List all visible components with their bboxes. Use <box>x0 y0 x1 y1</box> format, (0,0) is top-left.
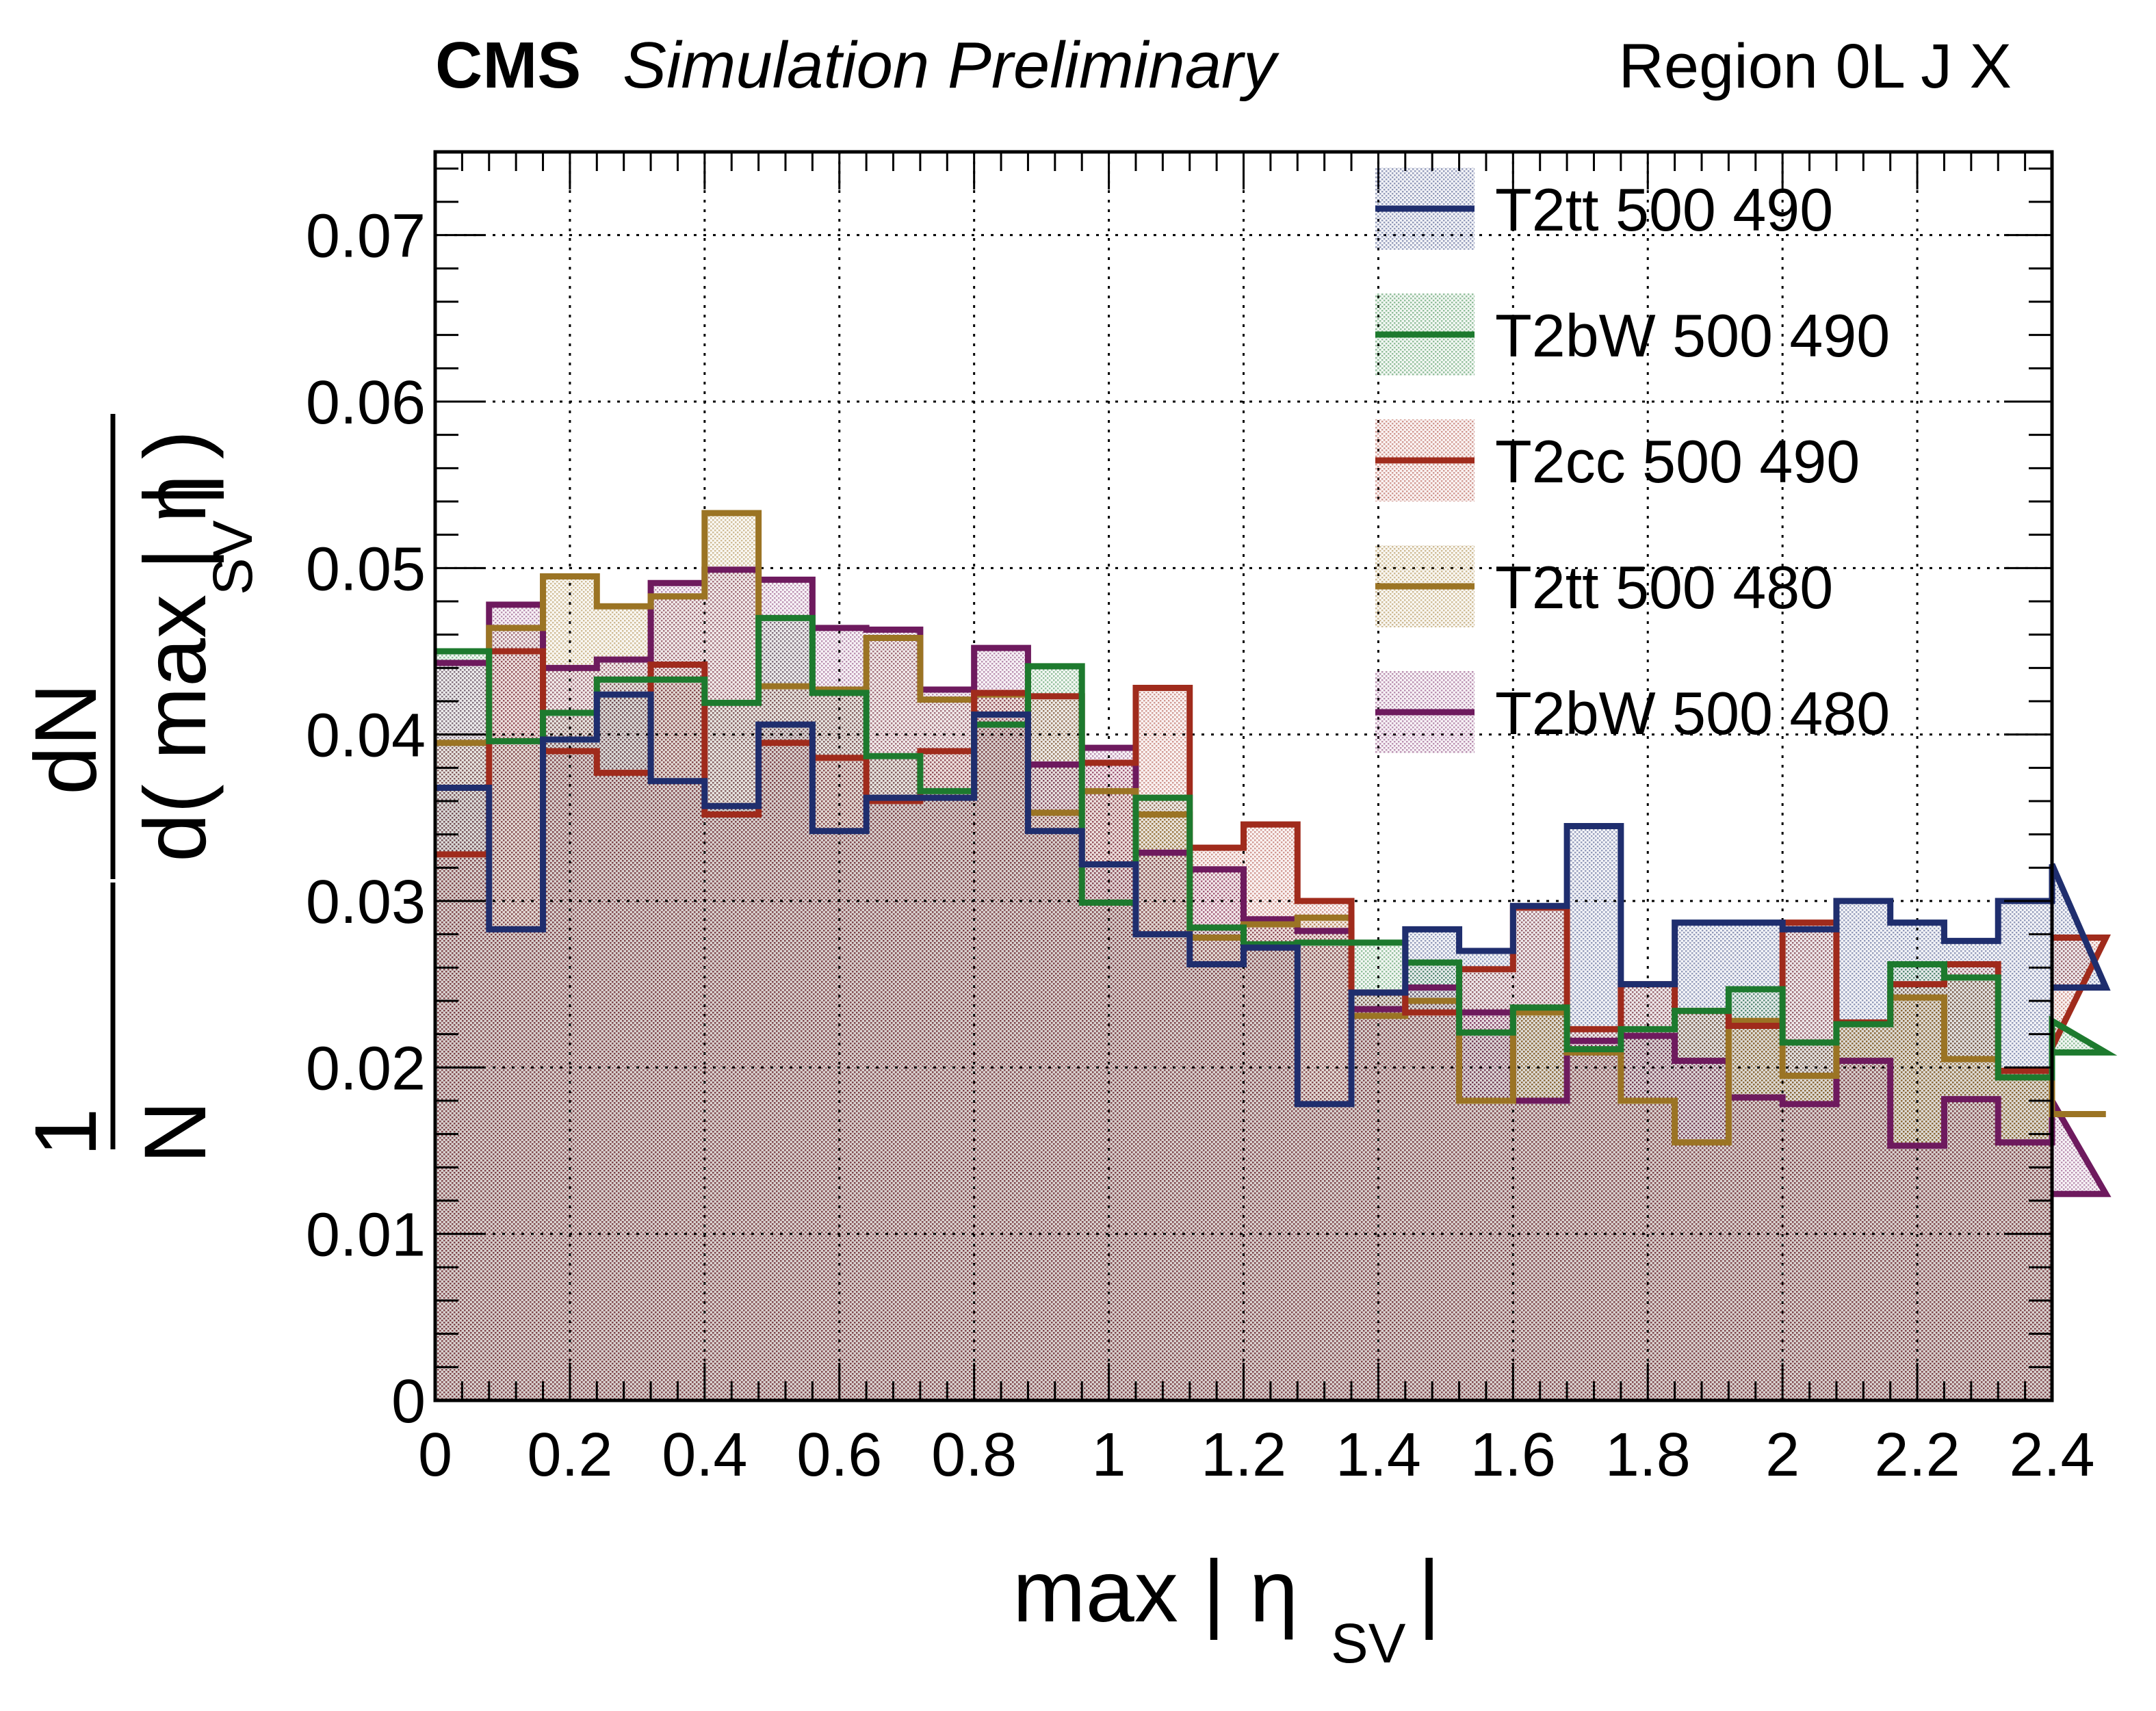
x-tick-label: 1.8 <box>1605 1421 1691 1489</box>
svg-text:max | η: max | η <box>1013 1543 1298 1641</box>
x-tick-label: 1.2 <box>1201 1421 1286 1489</box>
region-label: Region 0L J X <box>1618 31 2012 101</box>
legend-label: T2tt 500 490 <box>1495 176 1833 244</box>
histogram-lines <box>435 510 2118 1197</box>
simulation-preliminary-label: Simulation Preliminary <box>623 29 1280 102</box>
svg-text:1: 1 <box>17 1108 115 1156</box>
legend-label: T2cc 500 490 <box>1495 428 1860 495</box>
y-tick-label: 0.01 <box>306 1201 426 1270</box>
y-axis-title: 1 N dN d( max | η SV | ) <box>17 414 264 1164</box>
cms-label: CMS <box>435 29 581 102</box>
y-tick-label: 0.06 <box>306 369 426 437</box>
legend: T2tt 500 490 T2bW 500 490 T2cc 500 490 T2tt… <box>1375 168 1890 753</box>
line-1 <box>435 614 2118 1081</box>
svg-text:dN: dN <box>17 683 115 795</box>
y-tick-label: 0 <box>391 1368 426 1436</box>
x-tick-label: 1.4 <box>1336 1421 1421 1489</box>
svg-text:d( max | η: d( max | η <box>127 474 224 862</box>
x-tick-label: 0.2 <box>527 1421 612 1489</box>
legend-label: T2tt 500 480 <box>1495 553 1833 621</box>
svg-text:SV: SV <box>202 520 264 595</box>
x-tick-label: 0.4 <box>662 1421 747 1489</box>
y-tick-label: 0.03 <box>306 868 426 937</box>
y-tick-label: 0.04 <box>306 702 426 770</box>
y-tick-label: 0.02 <box>306 1034 426 1103</box>
histogram-fills <box>435 513 2106 1401</box>
x-tick-label: 1 <box>1092 1421 1126 1489</box>
x-tick-label: 1.6 <box>1470 1421 1556 1489</box>
fill-4 <box>435 569 2106 1401</box>
x-tick-label: 0.8 <box>931 1421 1017 1489</box>
y-tick-labels: 0 0.01 0.02 0.03 0.04 0.05 0.06 0.07 <box>306 203 426 1436</box>
svg-text:N: N <box>127 1101 224 1164</box>
svg-text:| ): | ) <box>127 430 224 506</box>
x-tick-label: 0 <box>418 1421 452 1489</box>
x-tick-label: 2.2 <box>1875 1421 1960 1489</box>
line-0 <box>435 691 2111 1108</box>
x-tick-label: 0.6 <box>796 1421 882 1489</box>
x-tick-label: 2.4 <box>2009 1421 2094 1489</box>
line-2 <box>435 648 2111 1074</box>
y-tick-label: 0.07 <box>306 203 426 271</box>
legend-label: T2bW 500 480 <box>1495 679 1890 747</box>
x-tick-label: 2 <box>1765 1421 1800 1489</box>
x-axis-title: max | η SV | <box>1013 1543 1440 1675</box>
svg-text:SV: SV <box>1331 1612 1406 1675</box>
x-tick-labels: 0 0.2 0.4 0.6 0.8 1 1.2 1.4 1.6 1.8 2 2.2 2.4 <box>418 1421 2095 1489</box>
svg-text:|: | <box>1418 1543 1440 1641</box>
y-tick-label: 0.05 <box>306 535 426 603</box>
plot-frame <box>433 150 2054 1402</box>
legend-label: T2bW 500 490 <box>1495 302 1890 369</box>
